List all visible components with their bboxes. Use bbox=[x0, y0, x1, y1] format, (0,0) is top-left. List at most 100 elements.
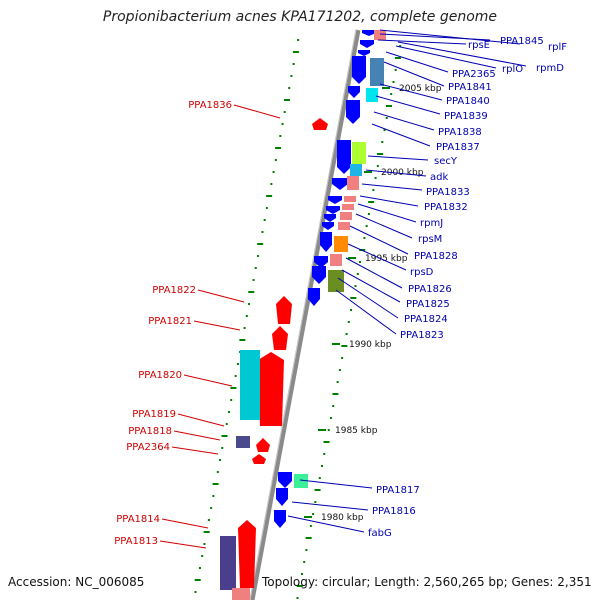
right-gene-label: PPA1838 bbox=[438, 127, 482, 138]
forward-gene-arrow bbox=[276, 296, 292, 324]
right-gene-label: PPA1840 bbox=[446, 96, 490, 107]
leader-line bbox=[365, 169, 427, 177]
leader-line bbox=[397, 41, 527, 67]
scale-label: 1980 kbp bbox=[321, 513, 364, 523]
inner-ring-box bbox=[374, 30, 386, 40]
right-gene-label: PPA1825 bbox=[406, 299, 450, 310]
scale-label: 1990 kbp bbox=[349, 340, 392, 350]
left-gene-label: PPA1818 bbox=[128, 426, 172, 437]
gene-glyphs bbox=[220, 30, 386, 600]
leader-line bbox=[395, 45, 497, 69]
reverse-gene-arrow bbox=[358, 50, 370, 56]
leader-line bbox=[299, 479, 373, 489]
left-gene-label: PPA1813 bbox=[114, 536, 158, 547]
reverse-gene-arrow bbox=[337, 140, 351, 174]
genome-backbone bbox=[249, 29, 361, 600]
label-leader-lines bbox=[159, 29, 527, 549]
leader-line bbox=[379, 33, 491, 41]
right-gene-label: fabG bbox=[368, 528, 392, 539]
leader-line bbox=[349, 225, 409, 255]
right-gene-label: PPA1823 bbox=[400, 330, 444, 341]
inner-ring-box bbox=[236, 436, 250, 448]
gene-labels: PPA1836 PPA1822 PPA1821 PPA1820 PPA1819 PPA18… bbox=[114, 36, 567, 547]
leader-line bbox=[347, 243, 407, 271]
left-gene-label: PPA1814 bbox=[116, 514, 160, 525]
right-gene-label: PPA1817 bbox=[376, 485, 420, 496]
scale-ticks: 2005 kbp 2000 kbp 1995 kbp 1990 kbp 1985 kbp… bbox=[304, 84, 442, 523]
inner-ring-box bbox=[232, 588, 250, 600]
leader-line bbox=[377, 39, 467, 45]
right-gene-label: rpmD bbox=[536, 63, 564, 74]
leader-line bbox=[159, 540, 207, 549]
inner-ring-box bbox=[350, 164, 362, 176]
right-gene-label: PPA1828 bbox=[414, 251, 458, 262]
leader-line bbox=[385, 51, 449, 73]
scale-label: 1985 kbp bbox=[335, 426, 378, 436]
leader-line bbox=[355, 213, 413, 239]
forward-gene-arrow bbox=[258, 352, 284, 426]
right-gene-label: PPA1832 bbox=[424, 202, 468, 213]
right-gene-label: secY bbox=[434, 156, 458, 167]
right-gene-label: rpmJ bbox=[420, 218, 443, 229]
right-gene-label: PPA1839 bbox=[444, 111, 488, 122]
outer-dotted-ring-left bbox=[194, 39, 300, 593]
leader-line bbox=[183, 374, 233, 387]
right-gene-label: PPA1824 bbox=[404, 314, 448, 325]
reverse-gene-arrow bbox=[346, 100, 360, 124]
leader-line bbox=[193, 320, 241, 331]
inner-ring-box bbox=[352, 142, 366, 164]
leader-line bbox=[173, 430, 221, 441]
leader-line bbox=[371, 123, 431, 147]
leader-line bbox=[287, 515, 365, 533]
genome-backbone-highlight bbox=[249, 29, 357, 600]
inner-ring-box bbox=[338, 222, 350, 230]
right-gene-label: PPA2365 bbox=[452, 69, 496, 80]
right-gene-label: rpsD bbox=[410, 267, 434, 278]
forward-gene-arrow bbox=[256, 438, 270, 452]
leader-line bbox=[357, 203, 417, 223]
leader-line bbox=[337, 277, 399, 319]
reverse-gene-arrow bbox=[276, 488, 288, 506]
inner-ring-box bbox=[370, 58, 384, 86]
leader-line bbox=[345, 257, 403, 289]
left-gene-label: PPA1819 bbox=[132, 409, 176, 420]
leader-line bbox=[383, 61, 445, 87]
right-gene-label: adk bbox=[430, 172, 448, 183]
reverse-gene-arrow bbox=[278, 472, 292, 488]
leader-line bbox=[379, 29, 521, 45]
reverse-gene-arrow bbox=[328, 196, 342, 204]
reverse-gene-arrow bbox=[332, 178, 348, 190]
right-gene-label: PPA1833 bbox=[426, 187, 470, 198]
reverse-gene-arrow bbox=[324, 214, 336, 222]
reverse-gene-arrow bbox=[362, 30, 376, 36]
inner-ring-box bbox=[220, 536, 236, 590]
leader-line bbox=[161, 518, 209, 529]
left-gene-label: PPA1836 bbox=[188, 100, 232, 111]
inner-ring-box bbox=[344, 196, 356, 202]
right-gene-label: rpsM bbox=[418, 234, 442, 245]
inner-ring-box bbox=[340, 212, 352, 220]
reverse-gene-arrow bbox=[308, 288, 320, 306]
forward-gene-arrow bbox=[272, 326, 288, 350]
leader-line bbox=[233, 104, 281, 119]
leader-line bbox=[197, 289, 245, 303]
reverse-gene-arrow bbox=[274, 510, 286, 528]
leader-line bbox=[335, 289, 397, 335]
left-gene-label: PPA1821 bbox=[148, 316, 192, 327]
leader-line bbox=[375, 95, 441, 115]
reverse-gene-arrow bbox=[348, 86, 360, 98]
inner-ring-box bbox=[330, 254, 342, 266]
scale-label: 2000 kbp bbox=[381, 168, 424, 178]
right-gene-label: PPA1837 bbox=[436, 142, 480, 153]
leader-line bbox=[341, 269, 401, 303]
leader-line bbox=[367, 155, 429, 161]
leader-line bbox=[373, 111, 435, 131]
scale-label: 2005 kbp bbox=[399, 84, 442, 94]
reverse-gene-arrow bbox=[320, 232, 332, 252]
right-gene-label: rpsE bbox=[468, 40, 490, 51]
inner-ring-box bbox=[334, 236, 348, 252]
left-gene-label: PPA1822 bbox=[152, 285, 196, 296]
reverse-gene-arrow bbox=[326, 206, 340, 214]
reverse-gene-arrow bbox=[352, 56, 366, 84]
